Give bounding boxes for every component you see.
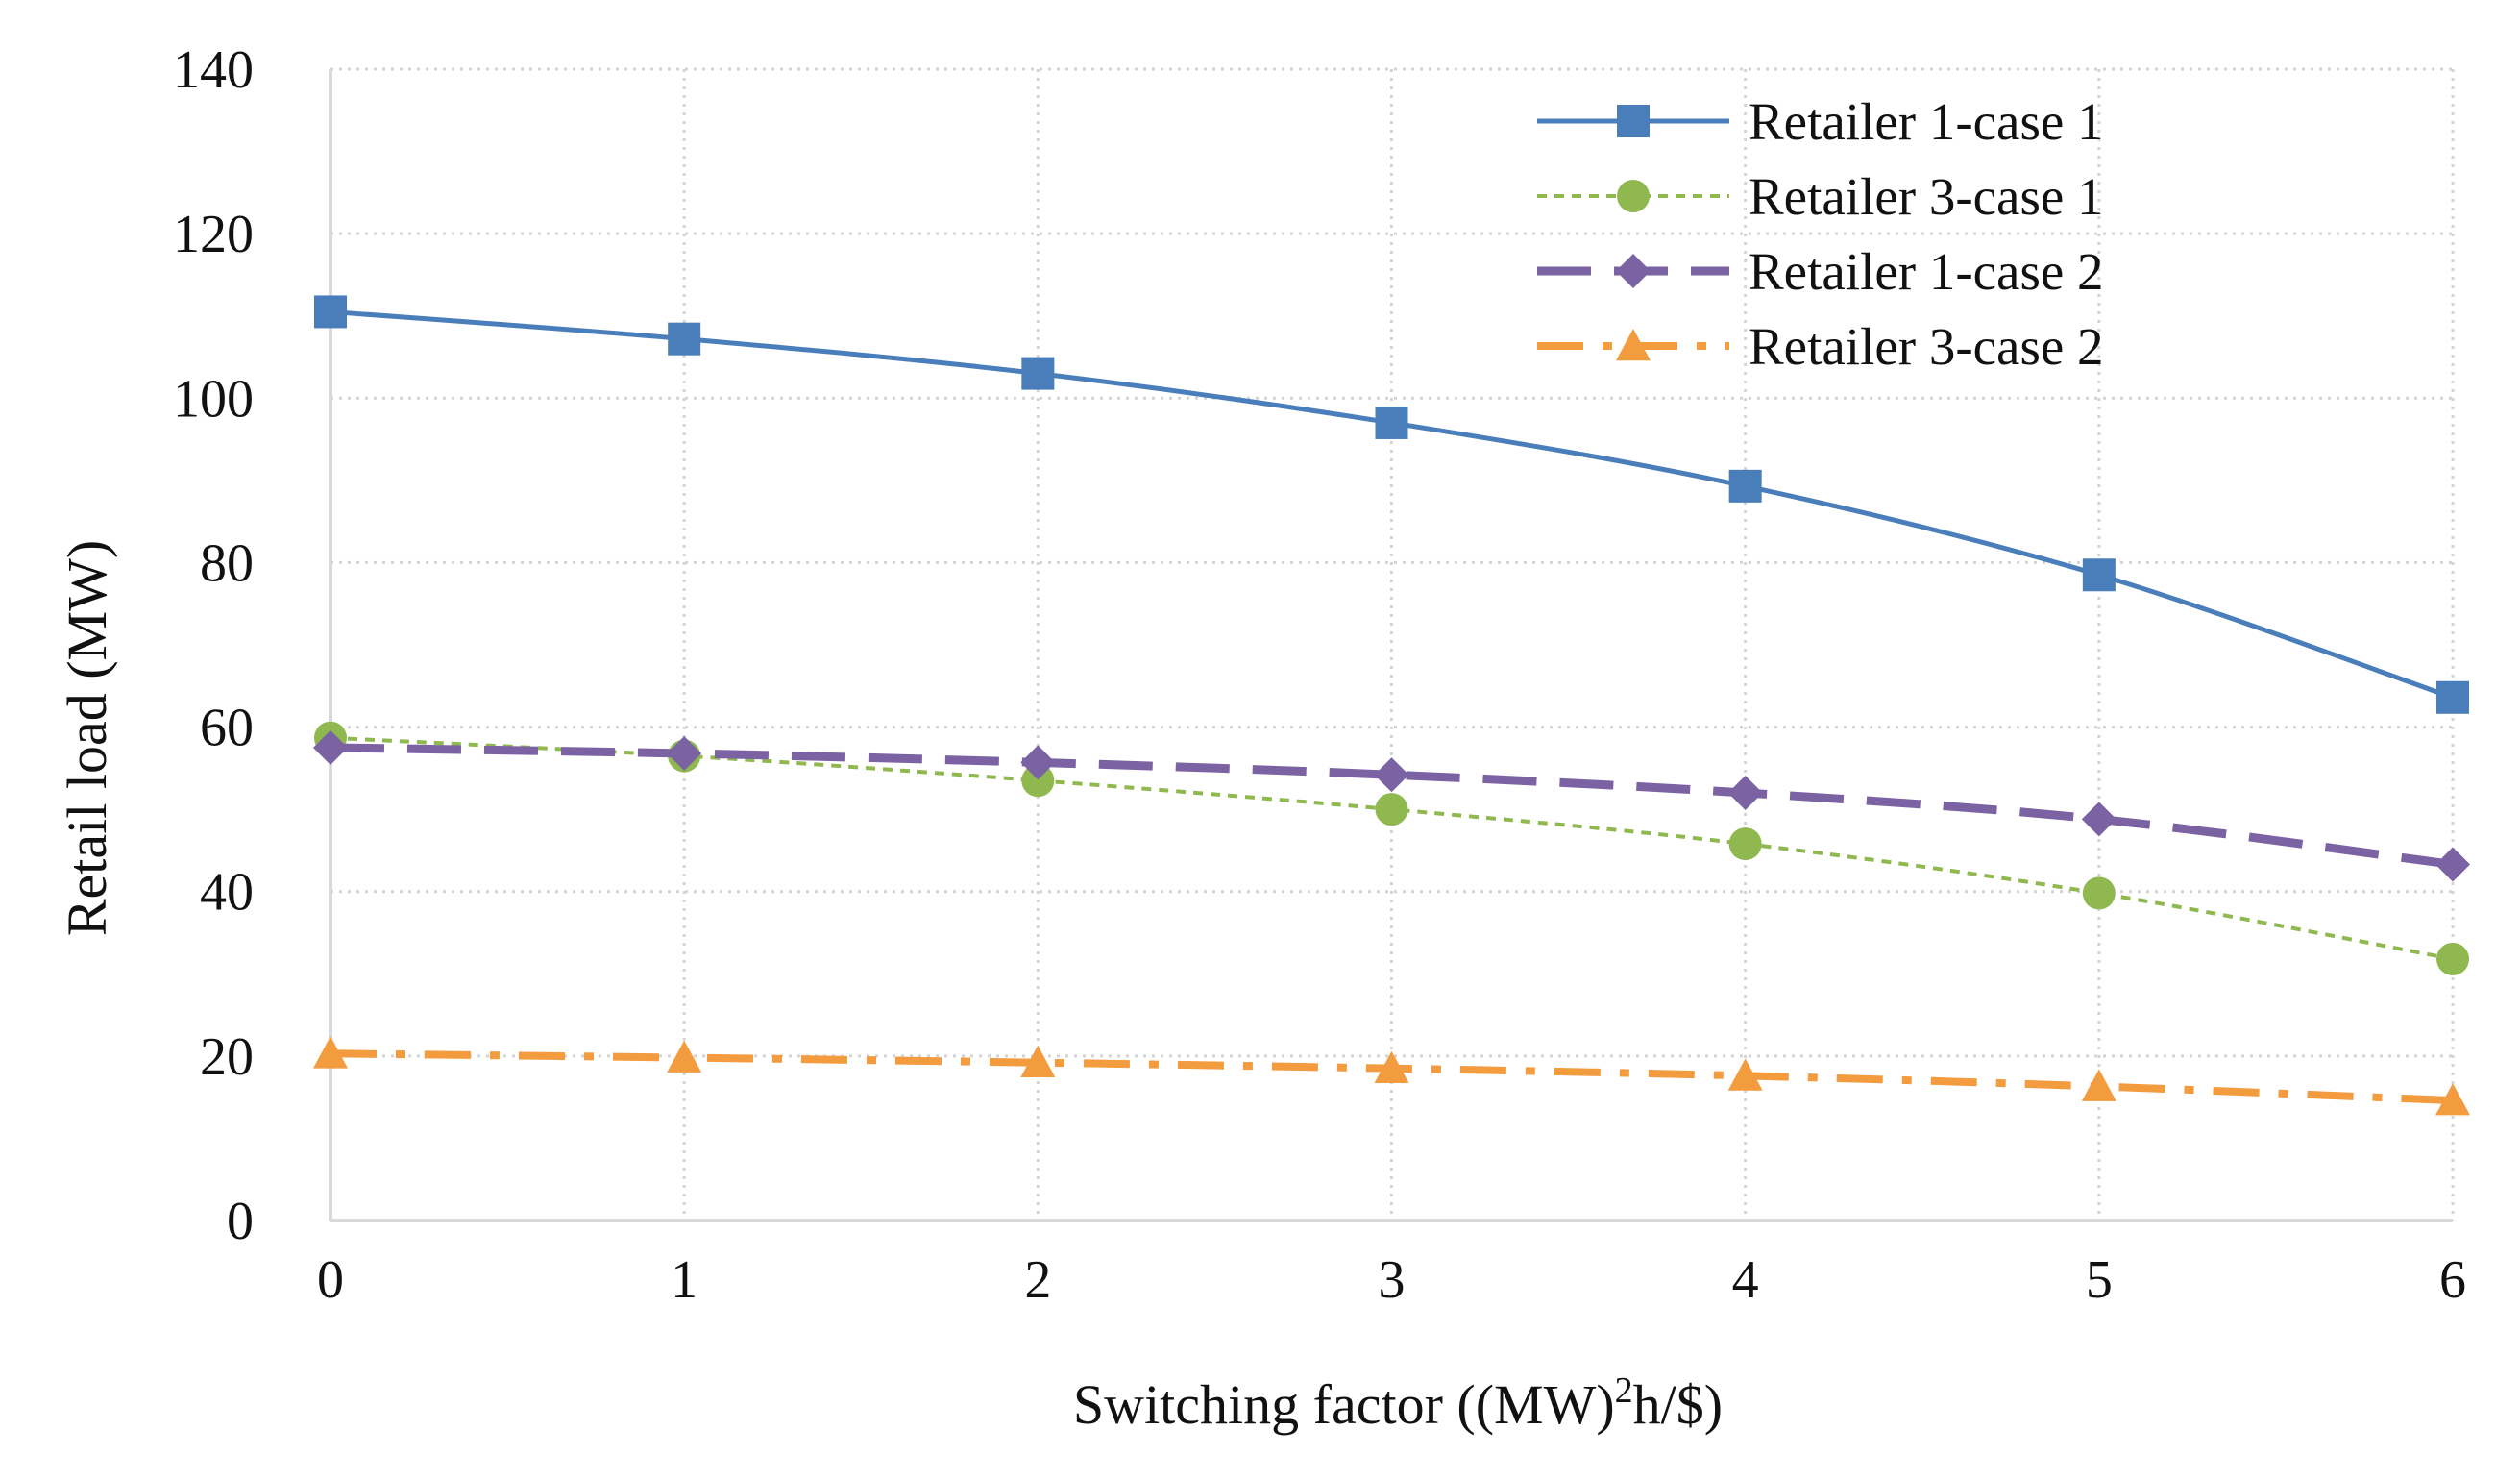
data-point bbox=[1727, 776, 1763, 811]
legend-label: Retailer 3-case 1 bbox=[1749, 167, 2104, 226]
y-tick-label: 120 bbox=[173, 205, 254, 264]
legend-marker bbox=[1616, 329, 1651, 361]
y-tick-label: 80 bbox=[200, 533, 254, 593]
data-point bbox=[1727, 1058, 1763, 1091]
data-point bbox=[1020, 745, 1056, 780]
data-point bbox=[313, 1036, 348, 1069]
y-tick-label: 40 bbox=[200, 863, 254, 923]
x-axis-title-suffix: h/$) bbox=[1633, 1373, 1723, 1436]
y-axis-ticks: 0 20 40 60 80 100 120 140 bbox=[173, 40, 254, 1251]
x-axis-ticks: 0 1 2 3 4 5 6 bbox=[317, 1250, 2466, 1310]
legend-item-retailer-3-case-1: Retailer 3-case 1 bbox=[1537, 167, 2104, 226]
legend-marker bbox=[1617, 180, 1650, 212]
data-point bbox=[2436, 942, 2469, 975]
y-tick-label: 60 bbox=[200, 699, 254, 758]
x-tick-label: 3 bbox=[1379, 1250, 1406, 1310]
x-tick-label: 6 bbox=[2439, 1250, 2466, 1310]
legend-label: Retailer 3-case 2 bbox=[1749, 317, 2104, 376]
x-tick-label: 2 bbox=[1024, 1250, 1051, 1310]
data-point bbox=[1021, 357, 1055, 390]
data-point bbox=[1020, 1045, 1056, 1078]
data-point bbox=[1728, 827, 1762, 861]
data-point bbox=[2082, 876, 2116, 910]
x-axis-title-prefix: Switching factor ((MW) bbox=[1073, 1373, 1615, 1436]
x-tick-label: 4 bbox=[1732, 1250, 1759, 1310]
legend-item-retailer-1-case-1: Retailer 1-case 1 bbox=[1537, 92, 2104, 151]
axes bbox=[329, 67, 2453, 1222]
data-point bbox=[2081, 1069, 2116, 1101]
series-line bbox=[330, 308, 2454, 701]
x-tick-label: 1 bbox=[671, 1250, 697, 1310]
legend-label: Retailer 1-case 1 bbox=[1749, 92, 2104, 151]
legend: Retailer 1-case 1 Retailer 3-case 1 Retail… bbox=[1537, 92, 2104, 376]
data-point bbox=[668, 322, 701, 356]
data-point bbox=[1374, 1050, 1409, 1083]
data-point bbox=[1375, 793, 1408, 826]
legend-item-retailer-1-case-2: Retailer 1-case 2 bbox=[1537, 242, 2104, 301]
data-point bbox=[1728, 469, 1762, 503]
data-point bbox=[2435, 1083, 2470, 1116]
y-axis-title: Retail load (MW) bbox=[56, 540, 118, 936]
data-point bbox=[313, 729, 348, 765]
y-tick-label: 20 bbox=[200, 1027, 254, 1087]
series-retailer-1-case-1 bbox=[314, 295, 2469, 714]
data-point bbox=[2436, 680, 2469, 714]
x-tick-label: 0 bbox=[317, 1250, 344, 1310]
y-tick-label: 0 bbox=[227, 1192, 254, 1251]
x-tick-label: 5 bbox=[2086, 1250, 2113, 1310]
legend-item-retailer-3-case-2: Retailer 3-case 2 bbox=[1537, 317, 2104, 376]
grid bbox=[329, 67, 2455, 1221]
legend-marker bbox=[1617, 105, 1650, 137]
y-tick-label: 100 bbox=[173, 369, 254, 429]
legend-marker bbox=[1616, 254, 1651, 288]
data-point bbox=[314, 295, 347, 329]
y-tick-label: 140 bbox=[173, 40, 254, 100]
x-axis-title-superscript: 2 bbox=[1615, 1370, 1633, 1411]
data-point bbox=[2081, 802, 2116, 837]
data-point bbox=[1374, 757, 1409, 793]
data-point bbox=[2082, 558, 2116, 592]
series-group bbox=[313, 295, 2470, 1116]
legend-label: Retailer 1-case 2 bbox=[1749, 242, 2104, 301]
data-point bbox=[667, 1040, 702, 1073]
data-point bbox=[1021, 764, 1055, 798]
series-retailer-3-case-2 bbox=[313, 1036, 2470, 1116]
x-axis-title: Switching factor ((MW)2h/$) bbox=[1073, 1370, 1723, 1436]
series-retailer-1-case-2 bbox=[313, 729, 2470, 882]
data-point bbox=[1375, 406, 1408, 439]
data-point bbox=[2435, 847, 2470, 882]
data-point bbox=[667, 735, 702, 771]
